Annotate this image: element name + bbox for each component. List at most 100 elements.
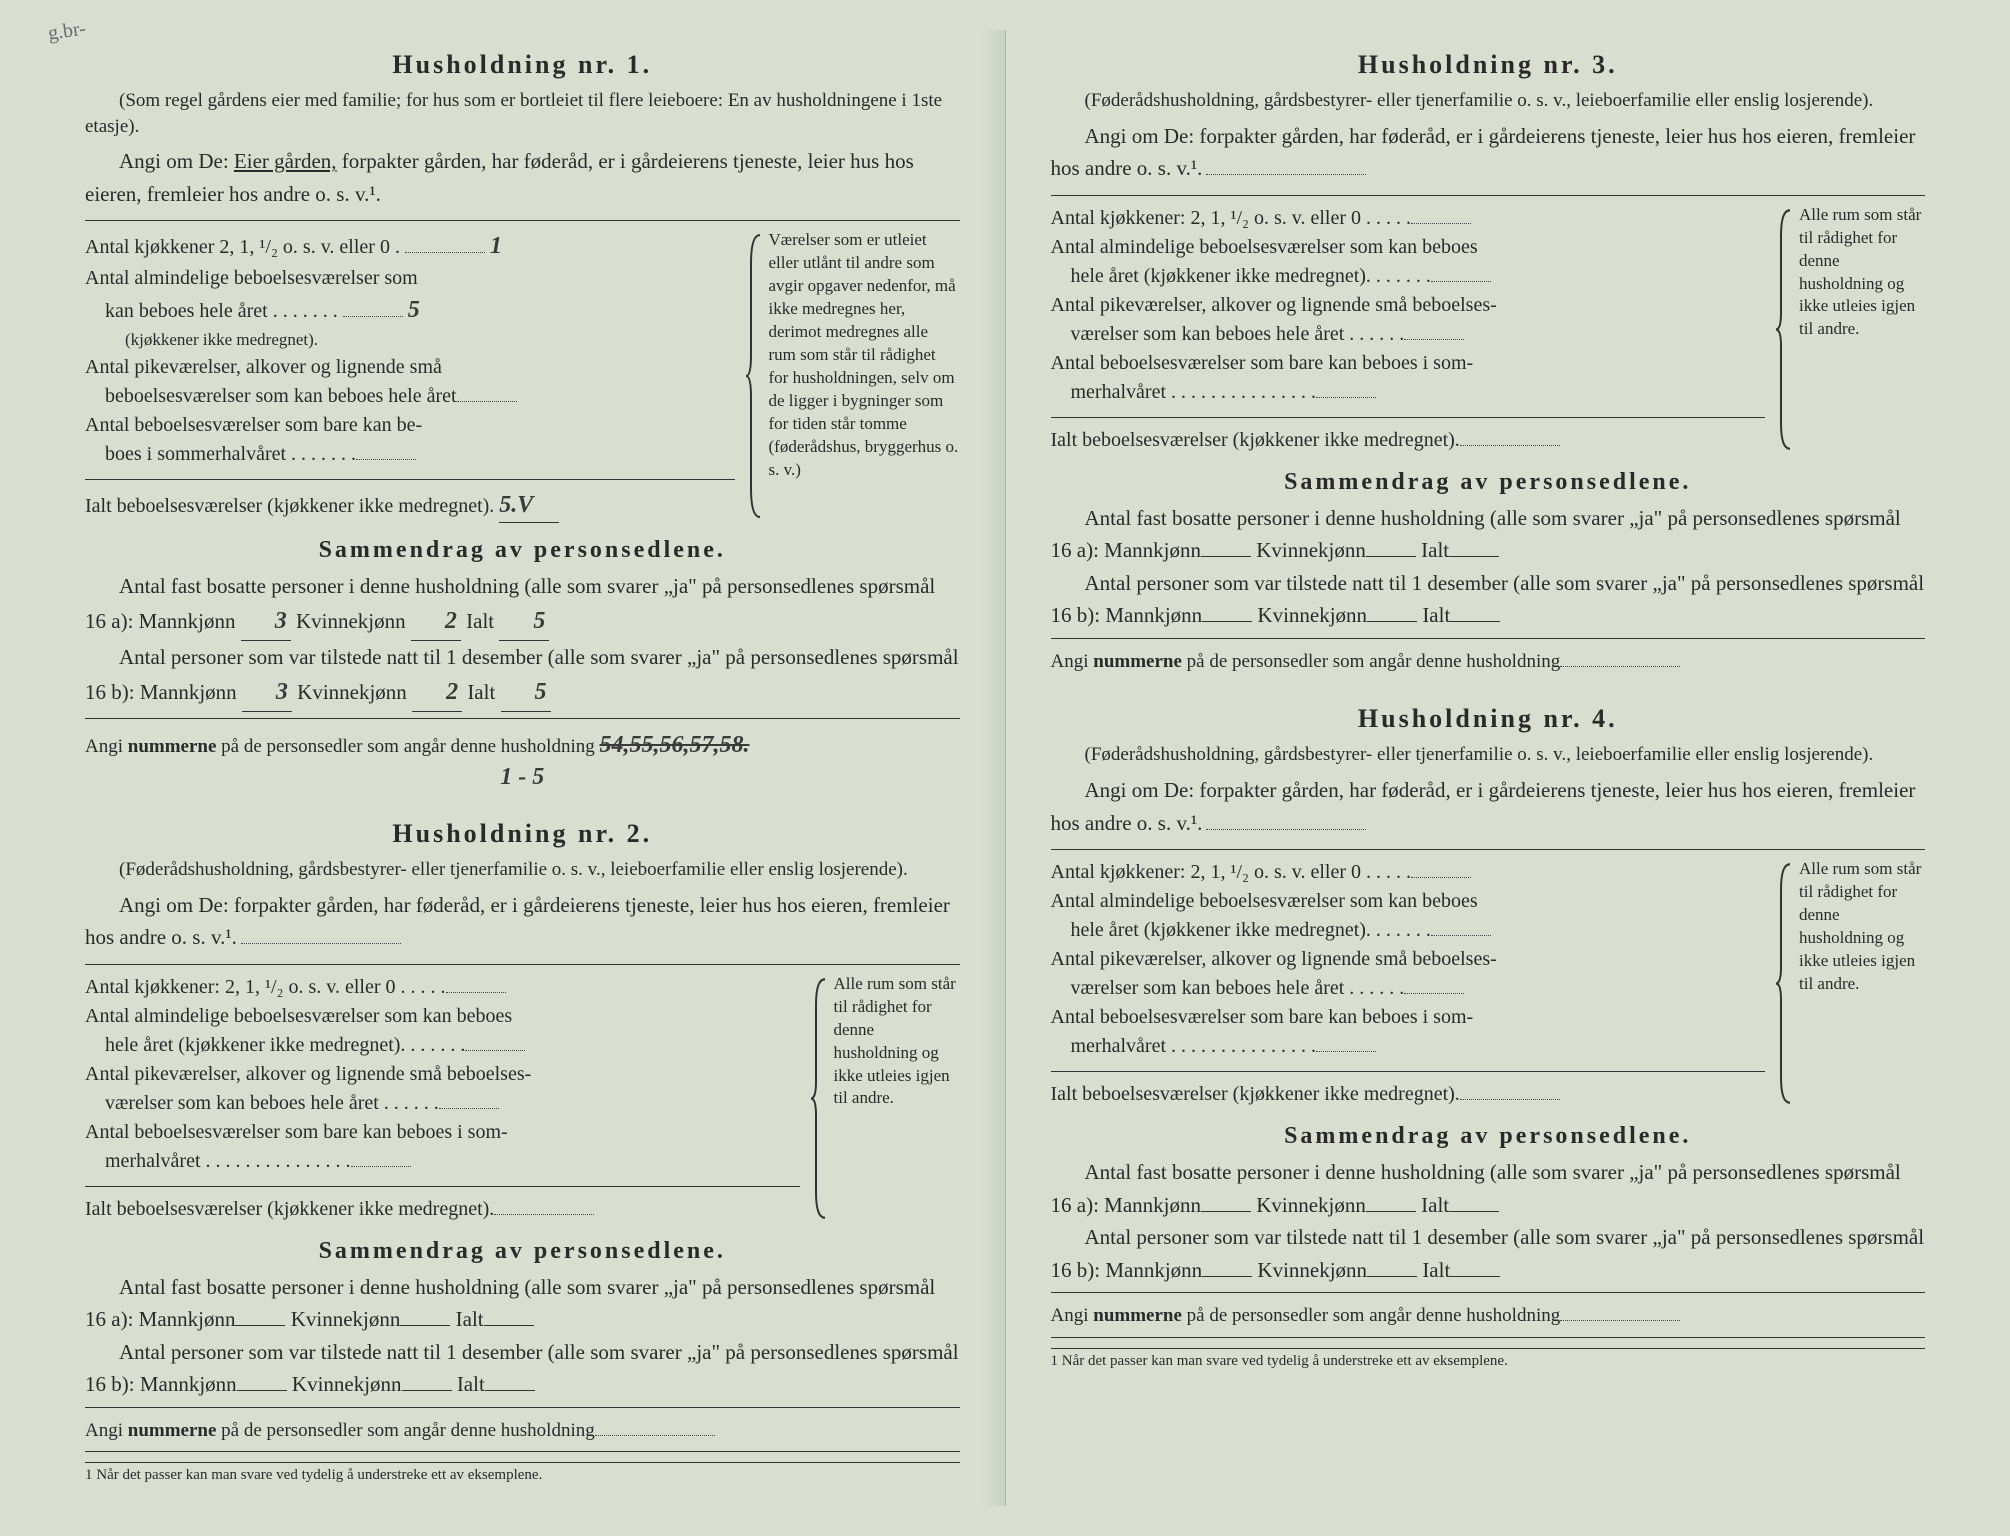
s2-total: 5 <box>535 679 547 705</box>
rooms-lines-3: Antal kjøkkener: 2, 1, ¹/₂ o. s. v. elle… <box>1051 204 1766 455</box>
summary-title-4: Sammendrag av personsedlene. <box>1051 1123 1926 1150</box>
s3-hand-struck: 54,55,56,57,58. <box>599 732 749 758</box>
s3-1-k: Kvinnekjønn <box>1256 538 1366 562</box>
household-4-angi: Angi om De: forpakter gården, har føderå… <box>1051 774 1926 839</box>
r3-l4a: Antal beboelsesværelser som bare kan beb… <box>1051 352 1474 374</box>
s3-pre: Angi <box>85 736 128 757</box>
s1-k-label: Kvinnekjønn <box>296 609 406 633</box>
summary-title-3: Sammendrag av personsedlene. <box>1051 469 1926 496</box>
s3-1-i: Ialt <box>1421 538 1449 562</box>
r3-l4b: merhalvåret . . . . . . . . . . . . . . … <box>1071 381 1317 403</box>
household-3: Husholdning nr. 3. (Føderådshusholdning,… <box>1051 50 1926 676</box>
summary-3-present: Antal personer som var tilstede natt til… <box>1051 567 1926 632</box>
summary-3-fast: Antal fast bosatte personer i denne hush… <box>1051 502 1926 567</box>
s2-1-k: Kvinnekjønn <box>291 1307 401 1331</box>
s1-total: 5 <box>533 608 545 634</box>
s3-hand-correction: 1 - 5 <box>500 764 544 790</box>
s4-1-k: Kvinnekjønn <box>1256 1193 1366 1217</box>
household-4: Husholdning nr. 4. (Føderådshusholdning,… <box>1051 704 1926 1369</box>
s2-k-label: Kvinnekjønn <box>297 680 407 704</box>
kitchen-count-value: 1 <box>490 233 502 259</box>
rooms-block-3: Antal kjøkkener: 2, 1, ¹/₂ o. s. v. elle… <box>1051 204 1926 455</box>
r2-l1: Antal kjøkkener: 2, 1, ¹/₂ o. s. v. elle… <box>85 976 446 998</box>
ordinary-rooms-a: Antal almindelige beboelsesværelser som <box>85 267 418 289</box>
household-2: Husholdning nr. 2. (Føderådshusholdning,… <box>85 819 960 1484</box>
handwritten-margin-note: g.br- <box>47 17 88 45</box>
s2-2-k: Kvinnekjønn <box>292 1372 402 1396</box>
s4-1-i: Ialt <box>1421 1193 1449 1217</box>
page-fold-shadow <box>981 30 1006 1506</box>
maid-rooms-a: Antal pikeværelser, alkover og lignende … <box>85 356 442 378</box>
s3-2-k: Kvinnekjønn <box>1257 603 1367 627</box>
sidebox-4-text: Alle rum som står til rådighet for denne… <box>1799 859 1921 993</box>
sidebox-1: Værelser som er utleiet eller utlånt til… <box>745 229 960 523</box>
r3-l1: Antal kjøkkener: 2, 1, ¹/₂ o. s. v. elle… <box>1051 207 1412 229</box>
r2-total: Ialt beboelsesværelser (kjøkkener ikke m… <box>85 1198 494 1220</box>
kitchen-excluded-note: (kjøkkener ikke medregnet). <box>125 330 318 349</box>
sidebox-3: Alle rum som står til rådighet for denne… <box>1775 204 1925 455</box>
s1-female: 2 <box>445 608 457 634</box>
s2-3-rest: på de personsedler som angår denne husho… <box>216 1420 594 1441</box>
household-1-angi: Angi om De: Eier gården, forpakter gårde… <box>85 145 960 210</box>
kitchen-count-line: Antal kjøkkener 2, 1, ¹/₂ o. s. v. eller… <box>85 236 400 258</box>
r3-l2b: hele året (kjøkkener ikke medregnet). . … <box>1071 265 1431 287</box>
right-page: Husholdning nr. 3. (Føderådshusholdning,… <box>1006 30 1971 1506</box>
summary-4-numbers: Angi nummerne på de personsedler som ang… <box>1051 1301 1926 1330</box>
s2-i-label: Ialt <box>467 680 495 704</box>
r3-l3a: Antal pikeværelser, alkover og lignende … <box>1051 294 1497 316</box>
rooms-block-2: Antal kjøkkener: 2, 1, ¹/₂ o. s. v. elle… <box>85 973 960 1224</box>
r4-total: Ialt beboelsesværelser (kjøkkener ikke m… <box>1051 1083 1460 1105</box>
s4-3-rest: på de personsedler som angår denne husho… <box>1182 1305 1560 1326</box>
summary-2-present: Antal personer som var tilstede natt til… <box>85 1336 960 1401</box>
s3-bold: nummerne <box>128 736 217 757</box>
r2-l4a: Antal beboelsesværelser som bare kan beb… <box>85 1121 508 1143</box>
s2-2-i: Ialt <box>457 1372 485 1396</box>
s2-female: 2 <box>446 679 458 705</box>
r2-l3a: Antal pikeværelser, alkover og lignende … <box>85 1063 531 1085</box>
summer-rooms-b: boes i sommerhalvåret . . . . . . . <box>105 443 356 465</box>
s4-3-pre: Angi <box>1051 1305 1094 1326</box>
summary-4-present: Antal personer som var tilstede natt til… <box>1051 1221 1926 1286</box>
angi-underlined: Eier gården, <box>234 149 337 173</box>
summary-2-fast: Antal fast bosatte personer i denne hush… <box>85 1271 960 1336</box>
household-4-subnote: (Føderådshusholdning, gårdsbestyrer- ell… <box>1051 742 1926 768</box>
rooms-lines-2: Antal kjøkkener: 2, 1, ¹/₂ o. s. v. elle… <box>85 973 800 1224</box>
r4-l3b: værelser som kan beboes hele året . . . … <box>1071 977 1405 999</box>
summary-title-2: Sammendrag av personsedlene. <box>85 1238 960 1265</box>
summary-1-numbers: Angi nummerne på de personsedler som ang… <box>85 727 960 764</box>
rooms-lines-4: Antal kjøkkener: 2, 1, ¹/₂ o. s. v. elle… <box>1051 858 1766 1109</box>
summary-1-fast: Antal fast bosatte personer i denne hush… <box>85 570 960 641</box>
s3-rest: på de personsedler som angår denne husho… <box>216 736 594 757</box>
rule <box>85 220 960 221</box>
household-4-title: Husholdning nr. 4. <box>1051 704 1926 734</box>
s3-1-text: Antal fast bosatte personer i denne hush… <box>1051 506 1901 563</box>
household-1: Husholdning nr. 1. (Som regel gårdens ei… <box>85 50 960 791</box>
s1-i-label: Ialt <box>466 609 494 633</box>
r4-l4b: merhalvåret . . . . . . . . . . . . . . … <box>1071 1035 1317 1057</box>
household-3-angi: Angi om De: forpakter gården, har føderå… <box>1051 120 1926 185</box>
rooms-block-4: Antal kjøkkener: 2, 1, ¹/₂ o. s. v. elle… <box>1051 858 1926 1109</box>
household-2-title: Husholdning nr. 2. <box>85 819 960 849</box>
household-3-title: Husholdning nr. 3. <box>1051 50 1926 80</box>
maid-rooms-b: beboelsesværelser som kan beboes hele år… <box>105 385 457 407</box>
s3-3-pre: Angi <box>1051 651 1094 672</box>
r3-total: Ialt beboelsesværelser (kjøkkener ikke m… <box>1051 429 1460 451</box>
r2-l3b: værelser som kan beboes hele året . . . … <box>105 1092 439 1114</box>
ordinary-rooms-value: 5 <box>408 297 420 323</box>
sidebox-3-text: Alle rum som står til rådighet for denne… <box>1799 205 1921 339</box>
r4-l3a: Antal pikeværelser, alkover og lignende … <box>1051 948 1497 970</box>
sidebox-2-text: Alle rum som står til rådighet for denne… <box>834 974 956 1108</box>
ordinary-rooms-b: kan beboes hele året . . . . . . . <box>105 300 338 322</box>
r4-l1: Antal kjøkkener: 2, 1, ¹/₂ o. s. v. elle… <box>1051 861 1412 883</box>
r3-l3b: værelser som kan beboes hele året . . . … <box>1071 323 1405 345</box>
household-2-subnote: (Føderådshusholdning, gårdsbestyrer- ell… <box>85 857 960 883</box>
summary-2-numbers: Angi nummerne på de personsedler som ang… <box>85 1416 960 1445</box>
summary-4-fast: Antal fast bosatte personer i denne hush… <box>1051 1156 1926 1221</box>
s4-3-bold: nummerne <box>1093 1305 1182 1326</box>
household-1-title: Husholdning nr. 1. <box>85 50 960 80</box>
household-1-subnote: (Som regel gårdens eier med familie; for… <box>85 88 960 139</box>
rooms-block-1: Antal kjøkkener 2, 1, ¹/₂ o. s. v. eller… <box>85 229 960 523</box>
angi-pre: Angi om De: <box>119 149 234 173</box>
brace-icon <box>810 977 828 1220</box>
summary-title-1: Sammendrag av personsedlene. <box>85 537 960 564</box>
